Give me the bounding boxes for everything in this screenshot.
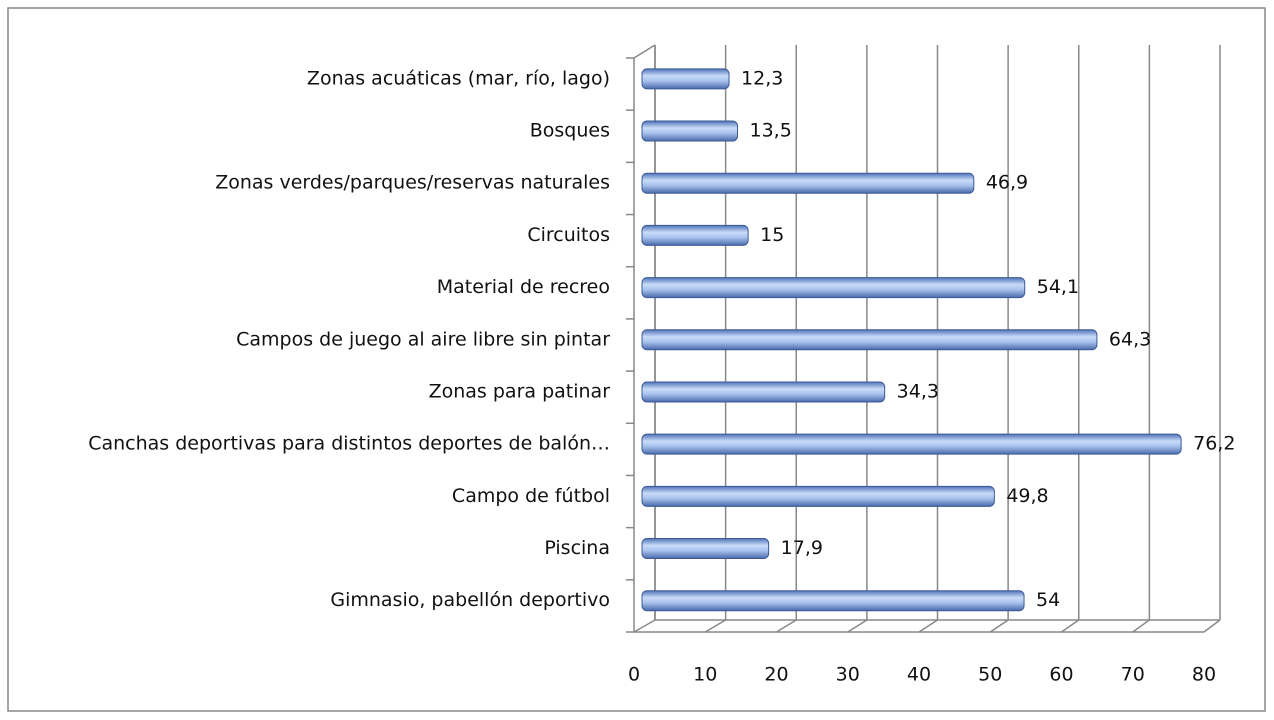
category-label: Circuitos (527, 224, 610, 246)
category-label: Zonas para patinar (429, 380, 611, 402)
category-label: Campo de fútbol (452, 485, 610, 507)
value-label: 54,1 (1037, 276, 1079, 298)
x-tick-label: 10 (693, 664, 717, 686)
value-label: 54 (1036, 589, 1060, 611)
bar (641, 277, 1026, 299)
category-label: Zonas verdes/parques/reservas naturales (215, 172, 610, 194)
x-tick-label: 20 (764, 664, 788, 686)
chart-border (7, 7, 1266, 712)
value-label: 13,5 (750, 120, 792, 142)
x-tick-label: 0 (628, 664, 640, 686)
bar (641, 433, 1182, 455)
bar (641, 224, 749, 246)
x-tick-label: 30 (836, 664, 860, 686)
bar (641, 538, 770, 560)
floor-tick (847, 619, 868, 633)
bar (641, 120, 739, 142)
value-label: 49,8 (1006, 485, 1048, 507)
value-label: 76,2 (1193, 433, 1235, 455)
category-label: Bosques (530, 120, 610, 142)
category-label: Material de recreo (437, 276, 610, 298)
x-tick-label: 80 (1192, 664, 1216, 686)
x-tick-label: 50 (978, 664, 1002, 686)
value-label: 46,9 (986, 172, 1028, 194)
floor-tick (1132, 619, 1150, 633)
category-label: Piscina (544, 537, 610, 559)
floor-tick (1061, 619, 1080, 633)
axis-wall-top (633, 44, 656, 59)
bar (641, 590, 1025, 612)
floor-tick (918, 619, 938, 633)
bar (641, 172, 975, 194)
bar (641, 329, 1098, 351)
value-label: 17,9 (781, 537, 823, 559)
x-tick-label: 60 (1049, 664, 1073, 686)
floor-tick (1203, 619, 1221, 633)
value-label: 34,3 (897, 380, 939, 402)
floor-tick (633, 619, 656, 633)
floor-tick (989, 619, 1009, 633)
category-label: Canchas deportivas para distintos deport… (88, 433, 610, 455)
bar (641, 68, 730, 90)
value-label: 12,3 (741, 67, 783, 89)
floor-tick (704, 619, 727, 633)
floor-tick (776, 619, 797, 633)
category-label: Campos de juego al aire libre sin pintar (236, 328, 610, 350)
value-label: 64,3 (1109, 328, 1151, 350)
value-label: 15 (760, 224, 784, 246)
category-label: Gimnasio, pabellón deportivo (330, 589, 610, 611)
bar (641, 485, 995, 507)
bar (641, 381, 886, 403)
category-label: Zonas acuáticas (mar, río, lago) (307, 67, 610, 89)
x-tick-label: 40 (907, 664, 931, 686)
x-tick-label: 70 (1121, 664, 1145, 686)
